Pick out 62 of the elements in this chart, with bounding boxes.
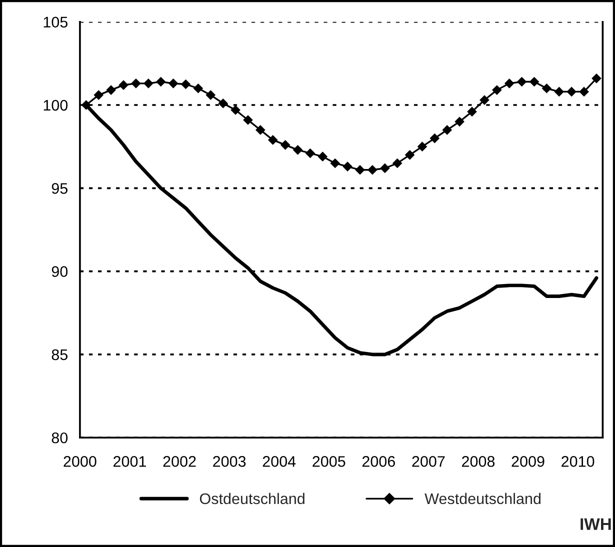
point [280,140,290,150]
point [143,78,154,88]
point [542,83,552,94]
y-tick-label: 85 [52,349,68,360]
point [106,85,116,95]
point [355,164,365,175]
point [579,86,589,97]
point [218,98,228,108]
point [268,135,278,145]
point [504,78,514,88]
point [81,100,92,110]
point [94,90,104,100]
x-tick-label: 2007 [412,456,445,467]
x-tick-label: 2008 [462,456,495,467]
x-tick-label: 2005 [312,456,346,467]
x-tick-label: 2009 [512,456,544,467]
point [156,76,166,87]
point [454,116,464,127]
x-tick-label: 2003 [213,456,246,467]
x-tick-label: 2006 [362,456,395,467]
point [380,163,390,174]
y-tick-label: 90 [52,266,68,277]
legend-label: Ostdeutschland [200,492,304,504]
point [430,133,440,144]
point [566,86,576,97]
x-tick-label: 2010 [562,456,594,467]
point [480,95,490,105]
point [206,90,216,100]
point [529,76,540,87]
point [404,150,415,160]
point [168,78,178,88]
point [230,105,240,115]
y-tick-label: 95 [52,183,68,194]
legend-label: Westdeutschland [424,492,540,504]
point [467,106,477,117]
point [193,83,204,94]
x-tick-label: 2004 [262,456,296,467]
y-tick-label: 105 [44,16,68,28]
point [118,80,128,90]
point [305,148,316,158]
point [180,79,191,90]
point [256,125,266,135]
point [131,78,141,88]
point [554,86,564,97]
point [342,162,352,172]
text: IWH [580,518,611,530]
point [417,142,428,152]
point [330,158,340,168]
point [516,76,527,87]
x-tick-label: 2001 [114,456,146,467]
point [243,115,253,125]
point [392,158,402,168]
x-tick-label: 2000 [64,456,96,467]
point [442,125,452,135]
point [292,145,303,155]
point [318,152,328,162]
point [492,85,502,95]
point [368,164,378,175]
y-tick-label: 100 [44,100,68,111]
x-tick-label: 2002 [163,456,196,467]
y-tick-label: 80 [52,432,68,444]
point [592,74,602,84]
